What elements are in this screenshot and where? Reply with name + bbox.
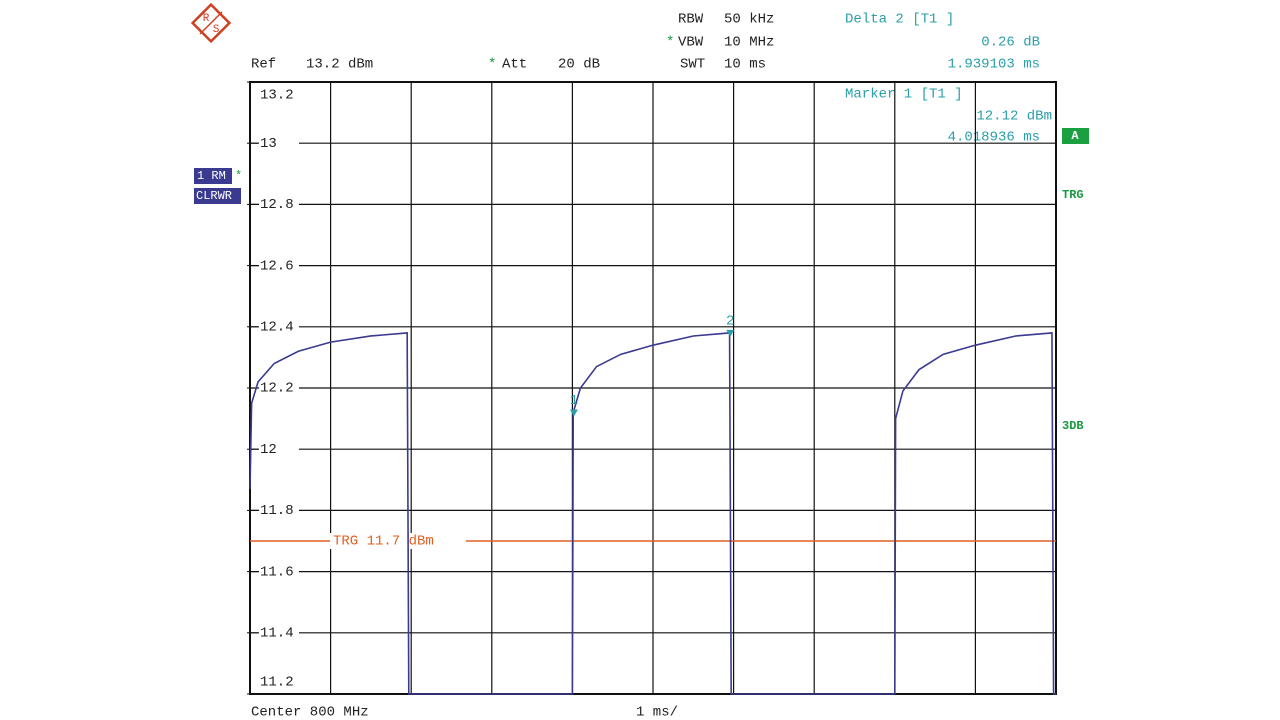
tick-label-bg xyxy=(259,196,299,213)
a-label: A xyxy=(1071,129,1079,143)
tick-label-bg xyxy=(259,380,299,396)
logo-slash xyxy=(199,11,223,35)
tick-label-bg xyxy=(259,502,299,519)
trigger-label-bg xyxy=(330,533,466,549)
att-label: Att xyxy=(502,57,527,73)
tick-label-bg xyxy=(259,624,299,641)
y-tick-label: 12.2 xyxy=(260,381,294,397)
span: 1 ms/ xyxy=(636,705,678,720)
trace-box xyxy=(194,168,232,184)
marker-time: 4.018936 ms xyxy=(948,130,1040,146)
swt-label: SWT xyxy=(680,57,705,73)
y-tick-label: 12.8 xyxy=(260,197,294,213)
vbw: 10 MHz xyxy=(724,35,774,51)
marker-value: 12.12 dBm xyxy=(976,109,1052,125)
y-tick-label: 12.4 xyxy=(260,320,294,336)
trace-star: * xyxy=(235,169,242,183)
y-tick-label: 12 xyxy=(260,442,277,458)
y-tick-label: 11.4 xyxy=(260,626,294,642)
trace-mode: CLRWR xyxy=(196,189,232,203)
y-tick-label: 13 xyxy=(260,136,277,152)
tick-label-bg xyxy=(259,318,299,335)
y-tick-label: 11.2 xyxy=(260,675,294,691)
mode-box xyxy=(194,188,241,204)
plot: 13.21312.812.612.412.21211.811.611.411.2… xyxy=(247,81,1057,695)
trace xyxy=(249,332,1056,695)
trace-name: 1 RM xyxy=(197,169,226,183)
vbw-label: VBW xyxy=(678,35,704,51)
a-box xyxy=(1062,128,1089,144)
trigger-label: TRG 11.7 dBm xyxy=(333,534,434,550)
logo-r: R xyxy=(203,13,210,25)
logo: R S xyxy=(190,2,232,44)
tick-label-bg xyxy=(259,441,299,458)
rbw: 50 kHz xyxy=(724,12,774,28)
trg-label: TRG xyxy=(1062,188,1084,202)
att-star: * xyxy=(488,57,496,73)
tick-label-bg xyxy=(259,257,299,274)
marker-label: 1 xyxy=(570,393,578,409)
marker-title: Marker 1 [T1 ] xyxy=(845,87,963,103)
y-tick-label: 12.6 xyxy=(260,258,294,274)
y-tick-label: 13.2 xyxy=(260,88,294,104)
swt: 10 ms xyxy=(724,57,766,73)
y-tick-label: 11.8 xyxy=(260,503,294,519)
db-label: 3DB xyxy=(1062,419,1084,433)
tick-label-bg xyxy=(259,563,299,580)
delta-title: Delta 2 [T1 ] xyxy=(845,12,954,28)
center: Center 800 MHz xyxy=(251,705,369,720)
ref: 13.2 dBm xyxy=(306,57,373,73)
vbw-star: * xyxy=(666,35,674,51)
tick-label-bg xyxy=(259,87,299,103)
ref-label: Ref xyxy=(251,57,276,73)
marker xyxy=(569,409,578,417)
y-tick-label: 11.6 xyxy=(260,564,294,580)
marker-label: 2 xyxy=(726,314,734,330)
marker xyxy=(726,329,735,337)
tick-label-bg xyxy=(259,674,299,690)
delta-time: 1.939103 ms xyxy=(948,57,1040,73)
att: 20 dB xyxy=(558,57,600,73)
tick-label-bg xyxy=(259,135,299,152)
delta-value: 0.26 dB xyxy=(981,35,1040,51)
logo-s: S xyxy=(213,24,220,36)
rbw-label: RBW xyxy=(678,12,704,28)
